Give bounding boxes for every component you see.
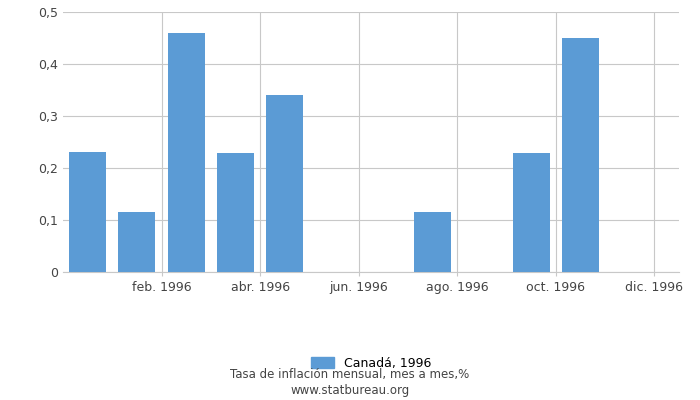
Bar (168, 33, 204, 272)
Bar (512, 154, 550, 272)
Bar (118, 212, 155, 272)
Legend: Canadá, 1996: Canadá, 1996 (306, 352, 436, 375)
Bar (217, 154, 254, 272)
Bar (414, 212, 451, 272)
Bar (69, 152, 106, 272)
Bar (266, 95, 303, 272)
Bar (562, 38, 599, 272)
Text: Tasa de inflación mensual, mes a mes,%: Tasa de inflación mensual, mes a mes,% (230, 368, 470, 381)
Text: www.statbureau.org: www.statbureau.org (290, 384, 410, 397)
